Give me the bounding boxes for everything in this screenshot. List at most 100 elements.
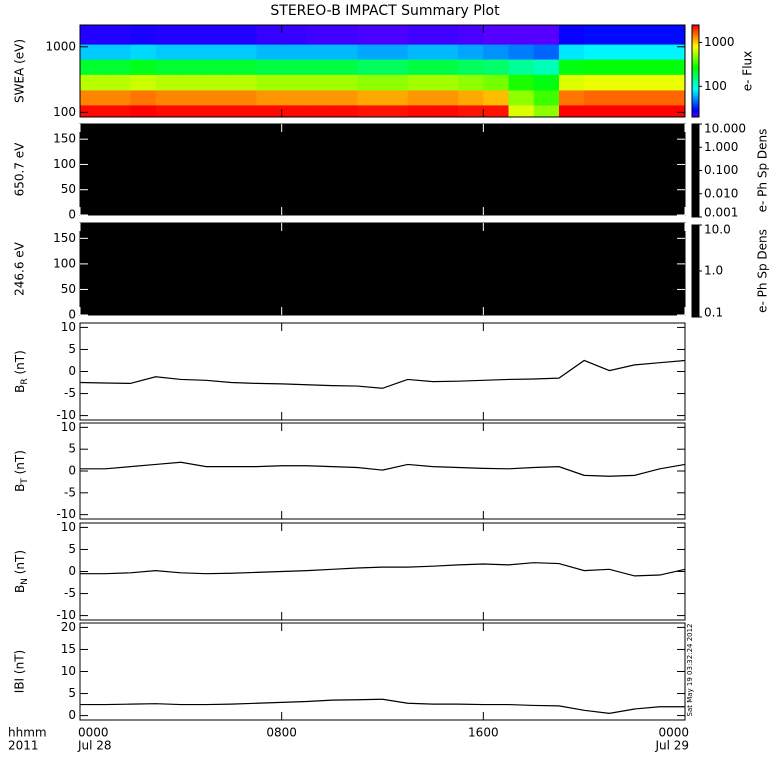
heat-cell [306, 104, 333, 118]
panel-frame [79, 322, 686, 421]
colorbar-cell [692, 69, 699, 72]
colorbar-cell [692, 87, 699, 90]
heat-cell [483, 59, 510, 75]
heat-cell [206, 89, 232, 106]
y-tick-label: 5 [68, 442, 76, 456]
heat-cell [80, 44, 106, 60]
heat-cell [281, 25, 308, 45]
colorbar-tick-label: 0.1 [704, 306, 723, 320]
colorbar-cell [692, 57, 699, 60]
heat-cell [231, 104, 257, 118]
heat-cell [231, 44, 257, 60]
heat-cell [584, 59, 610, 75]
line-series [80, 461, 686, 477]
y-tick-label: 0 [68, 564, 76, 578]
y-axis-label-part: R [20, 378, 30, 384]
heat-cell [659, 104, 686, 118]
y-axis-label-part: (nT) [13, 350, 27, 378]
y-axis-label-part: (nT) [13, 450, 27, 478]
y-tick-label: 0 [68, 708, 76, 722]
y-tick-label: 0 [68, 364, 76, 378]
y-tick-label: -5 [64, 386, 76, 400]
heat-cell [584, 89, 610, 106]
colorbar-cell [692, 109, 699, 112]
heat-cell [155, 104, 182, 118]
heat-cell [206, 25, 232, 45]
heat-cell [407, 44, 434, 60]
heat-cell [533, 59, 560, 75]
heat-cell [130, 59, 157, 75]
y-tick-label: 100 [53, 157, 76, 171]
y-tick-label: 20 [61, 620, 76, 634]
panel-frame [79, 622, 686, 721]
y-tick-label: 50 [61, 282, 76, 296]
colorbar-tick-label: 1000 [704, 35, 735, 49]
x-tick-label: 0000 [78, 726, 109, 740]
heat-cell [432, 44, 459, 60]
y-axis-label-part: (nT) [13, 550, 27, 578]
heat-cell [382, 44, 409, 60]
empty-spectrogram [80, 223, 685, 315]
heat-cell [407, 59, 434, 75]
colorbar [692, 124, 699, 217]
colorbar-cell [692, 59, 699, 62]
heat-cell [659, 25, 686, 45]
heat-cell [80, 89, 106, 106]
heat-cell [508, 104, 535, 118]
heat-cell [231, 89, 257, 106]
heat-cell [332, 44, 358, 60]
heat-cell [407, 89, 434, 106]
heat-cell [281, 44, 308, 60]
colorbar-cell [692, 41, 699, 44]
heat-cell [382, 25, 409, 45]
heat-cell [357, 89, 383, 106]
year-label: 2011 [8, 739, 39, 753]
colorbar-frame [691, 24, 700, 118]
heat-cell [206, 74, 232, 91]
y-tick-label: -5 [64, 586, 76, 600]
colorbar-cell [692, 113, 699, 116]
colorbar-cell [692, 47, 699, 50]
heat-cell [180, 44, 207, 60]
colorbar-cell [692, 99, 699, 102]
heat-cell [483, 25, 510, 45]
colorbar-cell [692, 79, 699, 82]
heat-cell [256, 89, 283, 106]
heat-cell [407, 74, 434, 91]
colorbar-cell [692, 43, 699, 46]
colorbar-cell [692, 37, 699, 40]
heat-cell [382, 89, 409, 106]
y-tick-label: -10 [56, 507, 76, 521]
heat-cell [432, 89, 459, 106]
line-series [79, 359, 686, 389]
heat-cell [533, 74, 560, 91]
heat-cell [155, 59, 182, 75]
colorbar-cell [692, 83, 699, 86]
heat-cell [584, 74, 610, 91]
y-axis-label-part: T [20, 478, 30, 485]
heat-cell [382, 59, 409, 75]
heat-cell [584, 44, 610, 60]
y-tick-label: 150 [53, 132, 76, 146]
heat-cell [609, 25, 636, 45]
heat-cell [180, 59, 207, 75]
heat-cell [558, 104, 585, 118]
colorbar-cell [692, 111, 699, 114]
heat-cell [357, 74, 383, 91]
y-tick-label: 50 [61, 182, 76, 196]
x-tick-label: 0000 [658, 726, 689, 740]
heat-cell [281, 104, 308, 118]
heat-cell [155, 74, 182, 91]
heat-cell [533, 104, 560, 118]
heat-cell [130, 104, 157, 118]
heat-cell [432, 104, 459, 118]
heat-cell [256, 104, 283, 118]
line-series [80, 562, 686, 577]
y-tick-label: -10 [56, 408, 76, 422]
heat-cell [432, 74, 459, 91]
heat-cell [483, 89, 510, 106]
colorbar-tick-label: 0.001 [704, 206, 738, 220]
colorbar-tick-label: 0.100 [704, 163, 738, 177]
